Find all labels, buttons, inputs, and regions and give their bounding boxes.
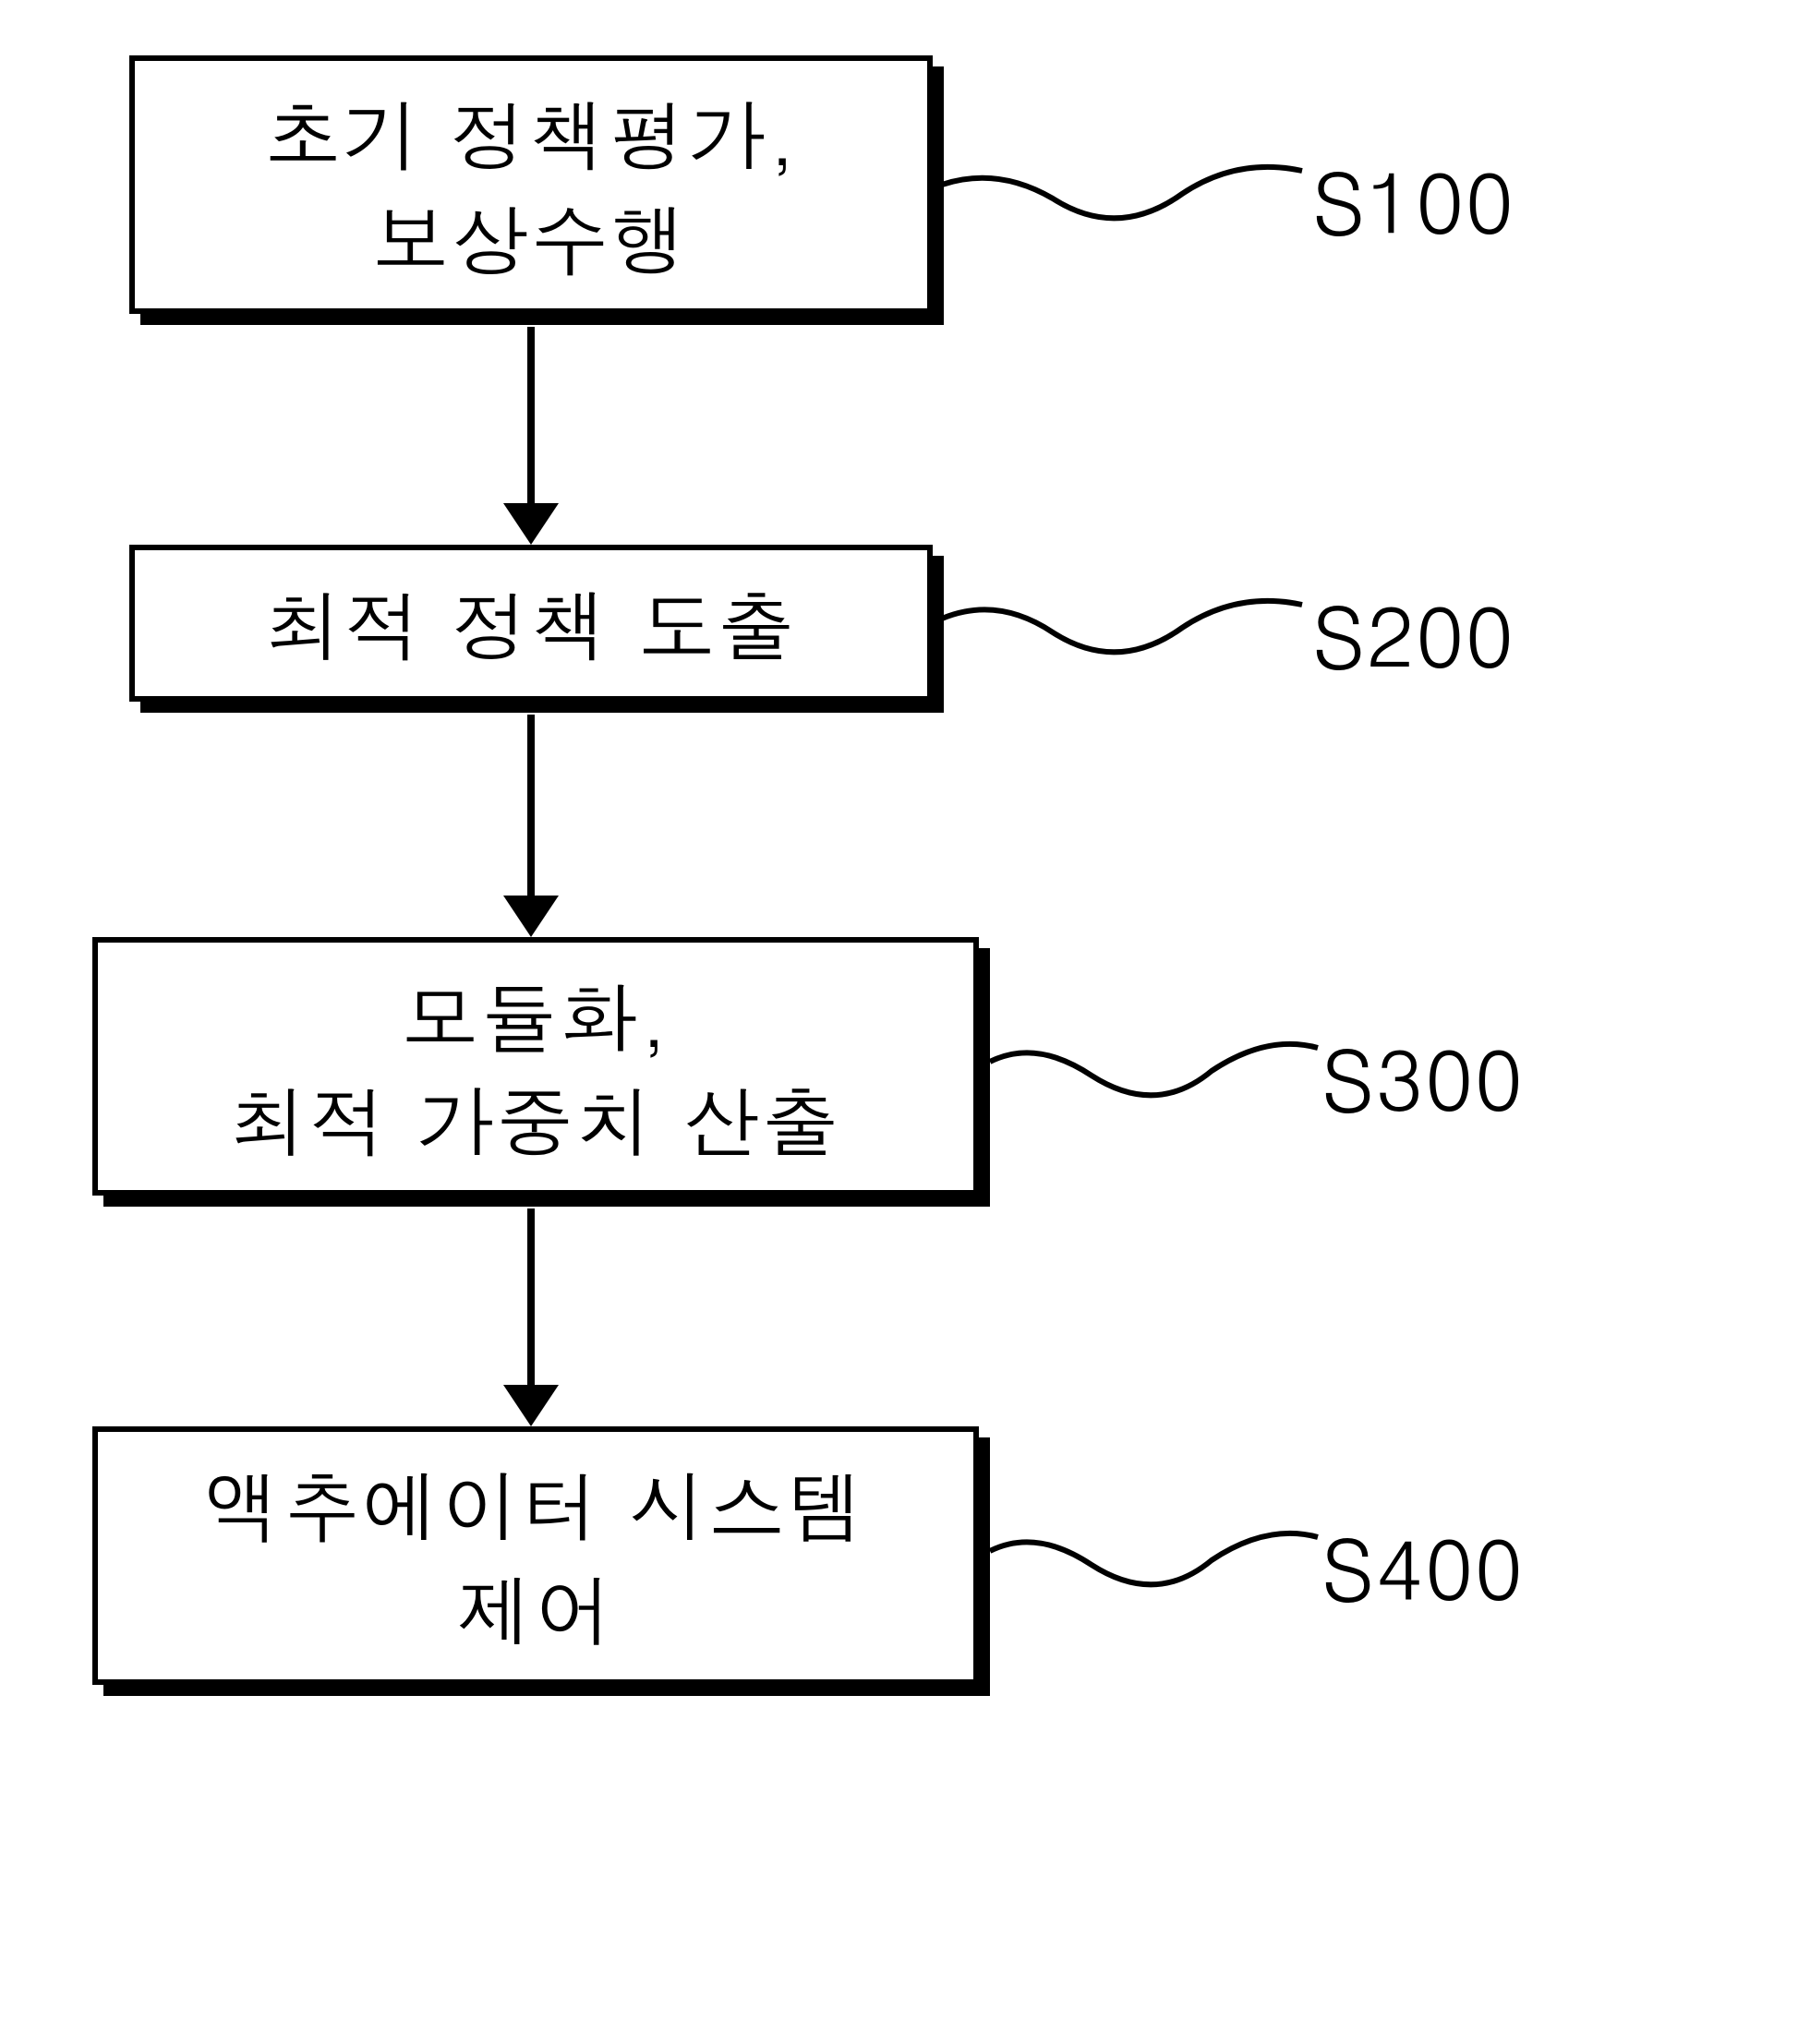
step-label-s100: S100 — [1311, 138, 1514, 259]
arrow-s200-s300 — [527, 715, 535, 899]
step-label-s400: S400 — [1321, 1505, 1524, 1625]
flow-text-s200-line1: 최적 정책 도출 — [265, 571, 797, 675]
connector-s400 — [990, 1514, 1322, 1625]
arrow-s300-s400 — [527, 1208, 535, 1389]
flow-text-s300-line1: 모듈화, — [401, 962, 670, 1066]
flow-text-s100-line2: 보상수행 — [372, 185, 690, 289]
flow-box-s400: 액추에이터 시스템 제어 — [92, 1426, 979, 1685]
arrow-head-3 — [503, 1385, 559, 1426]
connector-s200 — [942, 582, 1311, 692]
flow-text-s100-line1: 초기 정책평가, — [263, 80, 799, 185]
arrow-head-2 — [503, 896, 559, 937]
flow-text-s400-line2: 제어 — [456, 1556, 615, 1660]
flow-box-s200: 최적 정책 도출 — [129, 545, 933, 702]
step-label-s300: S300 — [1321, 1016, 1524, 1136]
flow-text-s300-line2: 최적 가중치 산출 — [230, 1066, 841, 1171]
connector-s300 — [990, 1025, 1322, 1136]
flow-text-s400-line1: 액추에이터 시스템 — [204, 1451, 867, 1556]
arrow-head-1 — [503, 503, 559, 545]
arrow-s100-s200 — [527, 327, 535, 507]
flow-box-s100: 초기 정책평가, 보상수행 — [129, 55, 933, 314]
flow-box-s300: 모듈화, 최적 가중치 산출 — [92, 937, 979, 1196]
step-label-s200: S200 — [1311, 572, 1514, 692]
connector-s100 — [942, 148, 1311, 259]
